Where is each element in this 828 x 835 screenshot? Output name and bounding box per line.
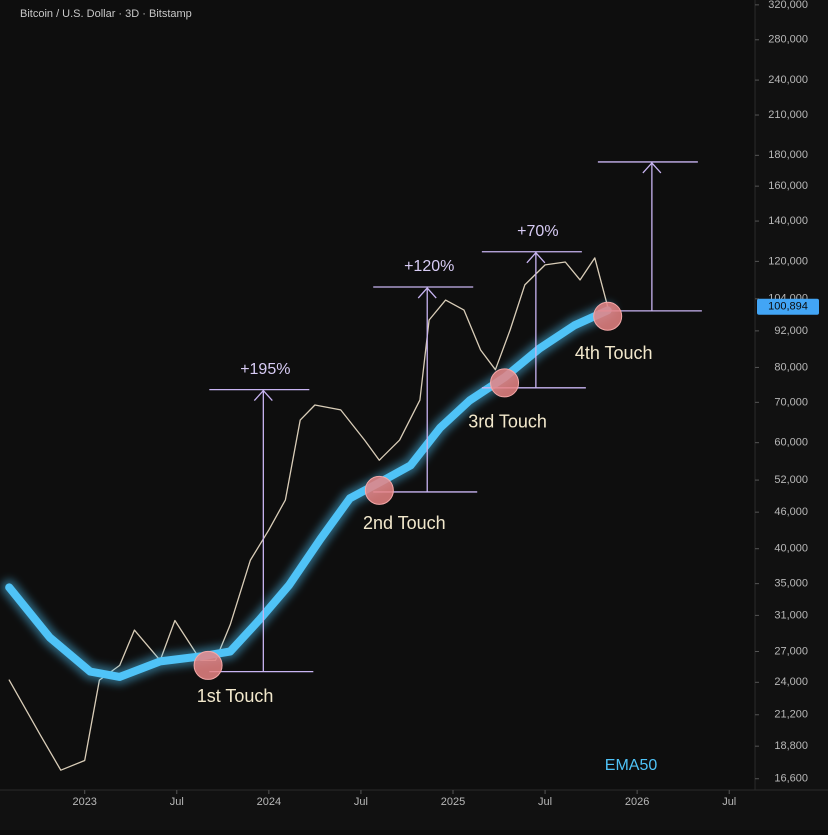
y-tick-label: 31,000 (774, 609, 808, 621)
touch-label: 2nd Touch (363, 513, 446, 533)
y-tick-label: 70,000 (774, 396, 808, 408)
series-label: EMA50 (605, 757, 658, 774)
touch-point (490, 368, 520, 398)
y-tick-label: 160,000 (768, 180, 808, 192)
y-tick-label: 180,000 (768, 149, 808, 161)
measure-label: +120% (404, 258, 454, 275)
x-tick-label: 2023 (72, 796, 96, 808)
touch-point (193, 650, 223, 680)
y-tick-label: 140,000 (768, 215, 808, 227)
y-tick-label: 240,000 (768, 74, 808, 86)
x-tick-label: 2024 (257, 796, 281, 808)
touch-label: 3rd Touch (468, 412, 547, 432)
x-tick-label: 2026 (625, 796, 649, 808)
price-line (8, 257, 609, 771)
arrow-head (526, 251, 546, 264)
y-tick-label: 24,000 (774, 676, 808, 688)
y-tick-label: 60,000 (774, 437, 808, 449)
arrow-head (642, 161, 662, 174)
chart-title: Bitcoin / U.S. Dollar · 3D · Bitstamp (20, 8, 192, 20)
y-tick-label: 16,600 (774, 773, 808, 785)
touch-point (593, 301, 623, 331)
y-tick-label: 27,000 (774, 645, 808, 657)
y-tick-label: 21,200 (774, 709, 808, 721)
y-tick-label: 92,000 (774, 325, 808, 337)
x-tick-label: Jul (538, 796, 552, 808)
arrow-head (417, 287, 437, 299)
measure-label: +195% (240, 361, 290, 378)
y-tick-label: 40,000 (774, 543, 808, 555)
y-tick-label: 80,000 (774, 361, 808, 373)
y-tick-label: 120,000 (768, 255, 808, 267)
price-label: 100,894 (768, 301, 808, 313)
x-tick-label: Jul (722, 796, 736, 808)
touch-label: 4th Touch (575, 343, 653, 363)
arrow-head (253, 389, 273, 402)
x-tick-label: Jul (354, 796, 368, 808)
y-tick-label: 52,000 (774, 474, 808, 486)
plot: 16,600 18,800 21,200 24,000 27,000 31,000 35,0… (1, 0, 819, 808)
touch-point (364, 475, 394, 505)
y-tick-label: 210,000 (768, 109, 808, 121)
y-tick-label: 46,000 (774, 506, 808, 518)
touch-label: 1st Touch (197, 686, 274, 706)
y-tick-label: 320,000 (768, 0, 808, 11)
price-label-box (757, 298, 819, 315)
y-tick-label: 18,800 (774, 740, 808, 752)
plot-area (0, 0, 755, 790)
x-tick-label: 2025 (441, 796, 465, 808)
x-tick-label: Jul (170, 796, 184, 808)
y-tick-label: 280,000 (768, 34, 808, 46)
y-tick-label: 35,000 (774, 578, 808, 590)
measure-label: +70% (517, 223, 558, 240)
